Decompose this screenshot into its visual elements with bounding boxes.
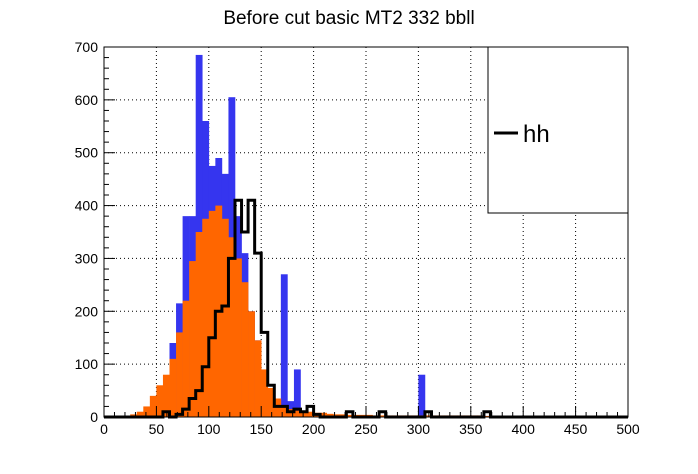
orange-bar-21 [241, 282, 249, 417]
y-tick-label-500: 500 [75, 145, 99, 161]
orange-bar-19 [228, 237, 236, 417]
blue-bar-48 [418, 374, 426, 417]
chart-title: Before cut basic MT2 332 bbll [223, 8, 474, 29]
legend-box [487, 46, 629, 214]
y-tick-label-300: 300 [75, 250, 99, 266]
orange-bar-49 [424, 415, 432, 417]
orange-bar-14 [195, 232, 203, 417]
x-tick-label-150: 150 [250, 421, 274, 437]
orange-bar-29 [293, 410, 301, 417]
blue-bar-29 [293, 369, 301, 417]
x-tick-label-250: 250 [354, 421, 378, 437]
y-tick-label-200: 200 [75, 303, 99, 319]
axes: 0 50 100 150 200 250 300 350 400 450 500 0 100 200 300… [75, 39, 640, 437]
y-tick-label-0: 0 [90, 409, 98, 425]
blue-bar-27 [280, 274, 288, 417]
orange-bar-24 [261, 369, 269, 417]
orange-bar-23 [254, 340, 262, 417]
orange-bar-7 [149, 395, 157, 417]
x-tick-label-100: 100 [197, 421, 221, 437]
orange-bar-42 [379, 415, 386, 417]
orange-bar-20 [235, 258, 242, 417]
orange-bar-11 [176, 332, 183, 417]
y-tick-label-400: 400 [75, 198, 99, 214]
orange-bar-13 [189, 261, 196, 417]
orange-bar-18 [221, 218, 229, 417]
orange-bar-16 [208, 210, 216, 417]
x-tick-label-350: 350 [459, 421, 483, 437]
x-tick-label-300: 300 [407, 421, 431, 437]
x-tick-label-200: 200 [302, 421, 326, 437]
y-tick-label-600: 600 [75, 92, 99, 108]
orange-bar-12 [182, 300, 190, 417]
x-tick-label-0: 0 [100, 421, 108, 437]
orange-bar-30 [300, 410, 308, 417]
legend-label-hh: hh [523, 121, 550, 148]
orange-bar-15 [202, 218, 210, 417]
x-tick-label-500: 500 [616, 421, 640, 437]
blue-bar-28 [287, 401, 295, 417]
orange-bar-5 [136, 411, 144, 417]
orange-bar-10 [169, 358, 177, 417]
orange-bar-8 [156, 385, 164, 417]
orange-bar-9 [162, 374, 170, 417]
legend: hh [487, 46, 629, 214]
x-tick-label-400: 400 [512, 421, 536, 437]
orange-bar-22 [248, 311, 255, 417]
orange-bar-33 [320, 412, 327, 417]
orange-bar-27 [280, 406, 288, 417]
x-tick-label-50: 50 [149, 421, 165, 437]
orange-bar-37 [346, 414, 354, 417]
x-tick-label-450: 450 [564, 421, 588, 437]
y-tick-label-100: 100 [75, 356, 99, 372]
orange-bar-34 [326, 413, 334, 417]
y-tick-label-700: 700 [75, 39, 99, 55]
orange-bar-58 [483, 415, 491, 417]
orange-bar-6 [143, 406, 151, 417]
orange-bar-25 [267, 387, 275, 417]
orange-bar-31 [307, 411, 314, 417]
